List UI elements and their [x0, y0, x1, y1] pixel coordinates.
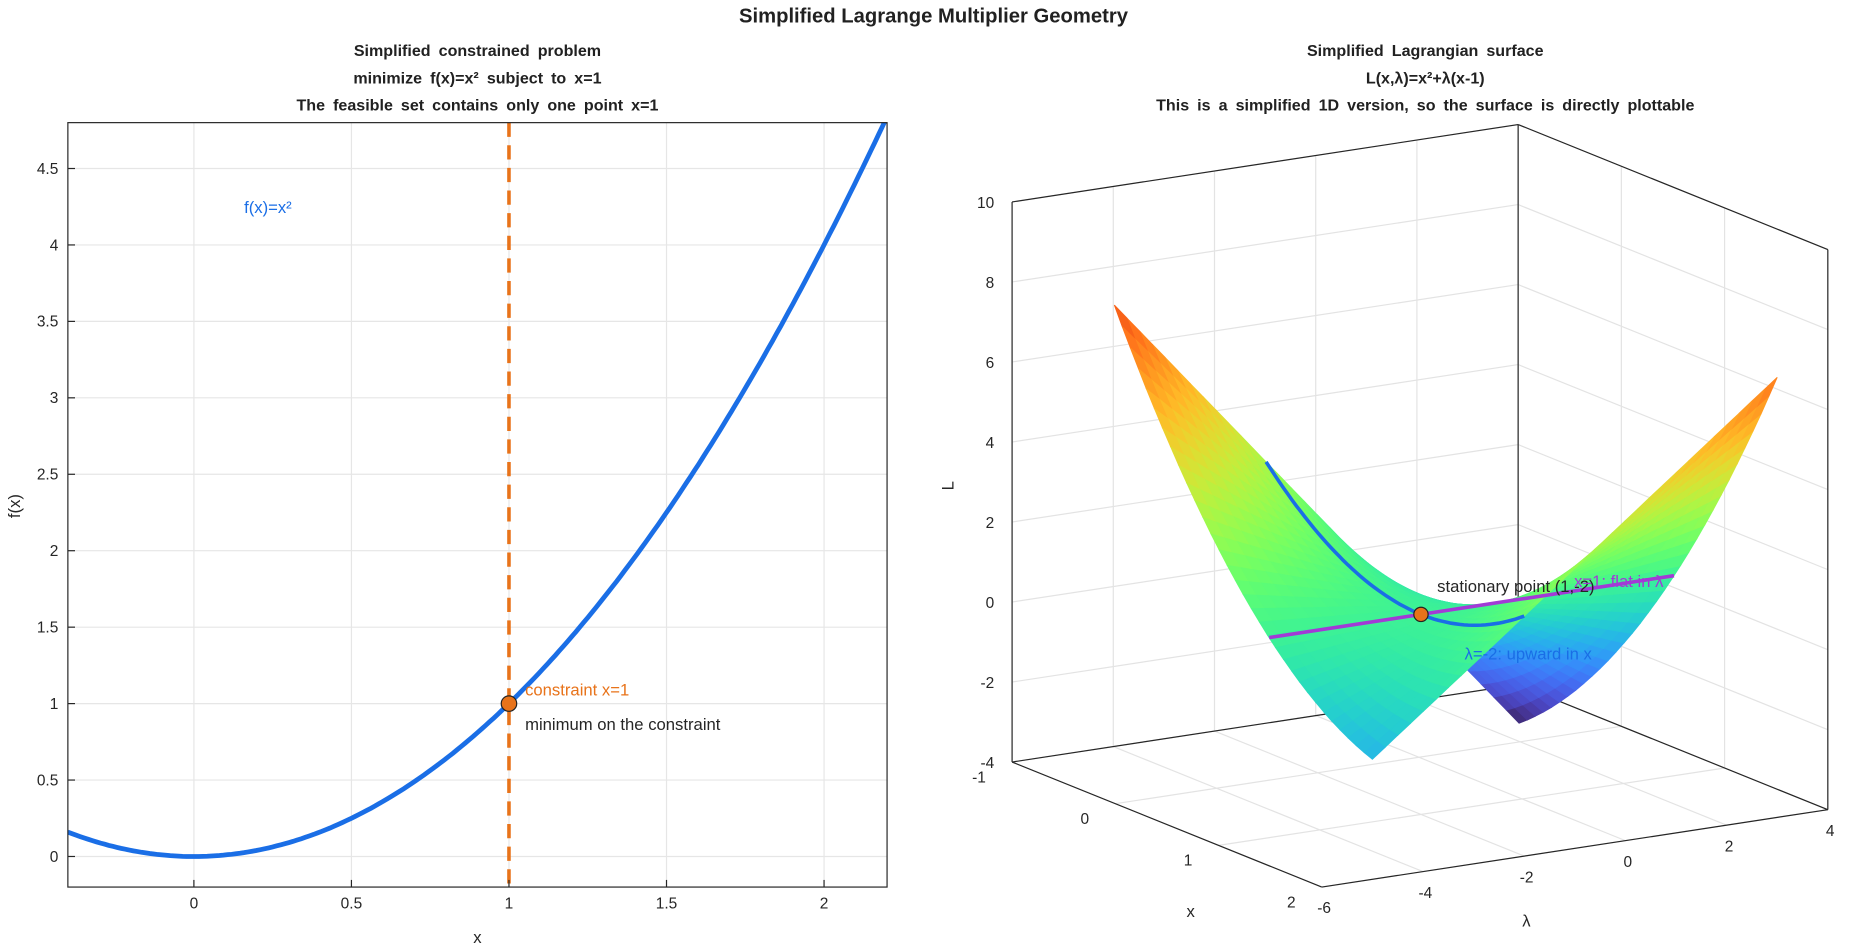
x-tick-label: 2: [820, 895, 829, 912]
z-tick-label: 4: [986, 435, 995, 452]
wall-grid-z: [1011, 283, 1519, 363]
minimum-label: minimum on the constraint: [525, 715, 721, 734]
floor-grid-lambda: [1416, 699, 1727, 826]
y-tick-label: 0: [50, 849, 59, 866]
lambda-tick-label: 2: [1725, 838, 1734, 855]
left-title-line3: The feasible set contains only one point…: [296, 97, 658, 115]
constraint-label: constraint x=1: [525, 680, 629, 699]
x-tick-label: 1.5: [656, 895, 678, 912]
lambda-tick-label: 4: [1826, 823, 1835, 840]
z-tick-label: -2: [980, 675, 994, 692]
floor-grid-x: [1218, 767, 1725, 846]
right-title-line3: This is a simplified 1D version, so the …: [1156, 97, 1694, 115]
y-tick-label: 0.5: [37, 772, 59, 789]
y-tick-label: 1.5: [37, 620, 59, 637]
floor-grid-lambda: [1113, 746, 1424, 873]
x-tick-label: 0.5: [341, 895, 363, 912]
axes-edge: [1517, 123, 1829, 251]
right-axes: Simplified Lagrangian surface L(x,λ)=x²+…: [939, 42, 1835, 930]
axes-box: [67, 122, 888, 888]
axes-edge: [1011, 123, 1519, 203]
right-ylabel: λ: [1522, 911, 1531, 930]
y-tick-label: 2: [50, 543, 59, 560]
minimum-point: [500, 695, 518, 712]
stationary-point: [1413, 606, 1429, 623]
floor-grid-x: [1115, 725, 1622, 805]
wall-grid-z: [1011, 203, 1519, 283]
z-tick-label: 0: [986, 595, 995, 612]
x-tick-label: 1: [505, 895, 514, 912]
lambda-tick-label: -4: [1418, 885, 1432, 902]
x-tick-label: 0: [190, 895, 199, 912]
axes-edge: [1011, 684, 1519, 763]
left-title-line1: Simplified constrained problem: [354, 42, 601, 60]
lambda-tick-label: 0: [1623, 854, 1632, 871]
axes-edge: [1517, 684, 1829, 811]
fx-curve: [67, 122, 887, 859]
upward-line-label: λ=-2: upward in x: [1465, 645, 1593, 664]
left-title-line2: minimize f(x)=x² subject to x=1: [353, 69, 601, 87]
lambda-tick-label: -2: [1520, 869, 1534, 886]
x-tick-label: 0: [1081, 811, 1090, 828]
wall-grid-z: [1517, 204, 1829, 331]
right-title-line1: Simplified Lagrangian surface: [1307, 42, 1544, 60]
z-tick-label: 2: [986, 515, 995, 532]
y-tick-label: 2.5: [37, 467, 59, 484]
x-tick-label: 1: [1184, 853, 1193, 870]
y-tick-label: 4.5: [37, 161, 59, 178]
z-tick-label: -4: [980, 755, 994, 772]
left-axes: Simplified constrained problem minimize …: [5, 42, 888, 946]
flat-line-label: x=1: flat in λ: [1574, 572, 1664, 591]
left-xlabel: x: [473, 928, 482, 946]
y-tick-label: 1: [50, 696, 59, 713]
right-xlabel: x: [1187, 902, 1196, 921]
curve-label: f(x)=x²: [244, 198, 292, 217]
y-tick-label: 3.5: [37, 314, 59, 331]
axes-edge: [1321, 809, 1828, 888]
axes-edge: [1011, 761, 1323, 888]
x-fixed-line: [1268, 573, 1675, 640]
z-tick-label: 6: [986, 355, 995, 372]
x-tick-label: -1: [972, 769, 986, 786]
wall-grid-z: [1517, 284, 1829, 411]
wall-grid-z: [1517, 364, 1829, 491]
right-title-line2: L(x,λ)=x²+λ(x-1): [1366, 69, 1485, 87]
wall-grid-z: [1011, 363, 1519, 443]
surface-patch: [1363, 740, 1386, 760]
figure-title: Simplified Lagrange Multiplier Geometry: [739, 6, 1129, 28]
stationary-point-label: stationary point (1,-2): [1437, 577, 1594, 596]
wall-grid-z: [1517, 524, 1829, 651]
floor-grid-lambda: [1214, 730, 1525, 857]
y-tick-label: 4: [50, 237, 59, 254]
y-tick-label: 3: [50, 390, 59, 407]
z-tick-label: 10: [977, 195, 994, 212]
left-ylabel: f(x): [5, 494, 24, 518]
lambda-fixed-curve: [1264, 460, 1525, 628]
z-tick-label: 8: [986, 275, 995, 292]
lambda-tick-label: -6: [1317, 900, 1331, 917]
x-tick-label: 2: [1287, 894, 1296, 911]
right-zlabel: L: [939, 481, 958, 490]
